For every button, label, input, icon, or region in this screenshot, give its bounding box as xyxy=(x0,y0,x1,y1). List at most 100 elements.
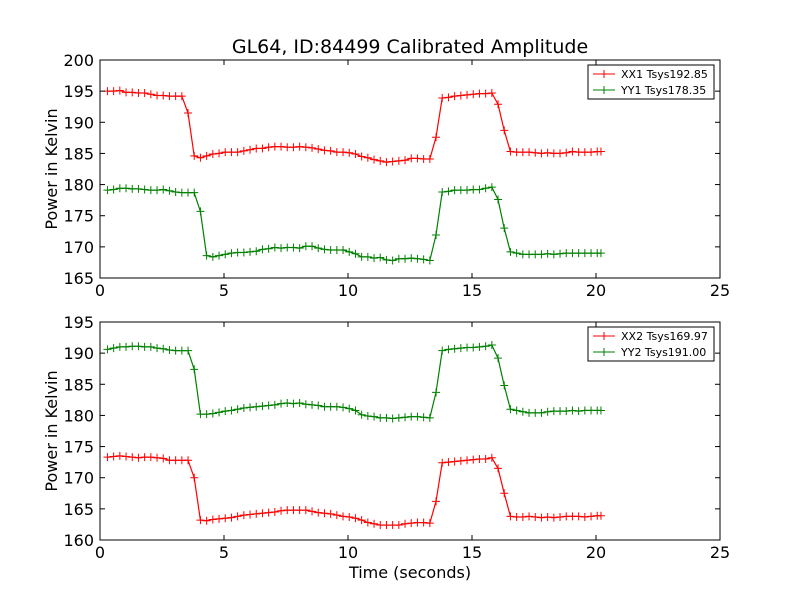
plot-top-data-point xyxy=(246,247,255,256)
plot-bottom-x-tick-label: 10 xyxy=(338,543,358,562)
plot-top-data-point xyxy=(438,93,447,102)
plot-bottom-frame xyxy=(99,321,721,541)
plot-bottom-data-point xyxy=(109,344,118,353)
plot-bottom-data-point xyxy=(308,400,317,409)
plot-top-data-point xyxy=(444,93,453,102)
plot-top-data-point xyxy=(556,249,565,258)
plot-bottom-data-point xyxy=(246,510,255,519)
plot-top-legend: XX1 Tsys192.85 YY1 Tsys178.35 xyxy=(587,64,715,100)
plot-top-legend-marker-yy1 xyxy=(600,86,608,94)
plot-bottom-data-point xyxy=(487,453,496,462)
plot-top-data-point xyxy=(432,133,441,142)
plot-bottom-series-markers xyxy=(103,341,605,530)
plot-top-data-point xyxy=(326,146,335,155)
plot-bottom-data-point xyxy=(456,344,465,353)
plot-top-data-point xyxy=(543,249,552,258)
plot-bottom-data-point xyxy=(506,405,515,414)
plot-top-x-tick-label: 10 xyxy=(338,281,358,300)
plot-bottom-data-point xyxy=(407,519,416,528)
plot-top-data-point xyxy=(190,151,199,160)
plot-top-data-point xyxy=(314,145,323,154)
plot-top-data-point xyxy=(320,245,329,254)
plot-bottom-data-point xyxy=(388,414,397,423)
plot-bottom-data-point xyxy=(518,512,527,521)
x-axis-label: Time (seconds) xyxy=(348,563,471,582)
plot-bottom-data-point xyxy=(314,401,323,410)
plot-bottom-data-point xyxy=(596,511,605,520)
plot-bottom-data-point xyxy=(587,512,596,521)
plot-bottom-y-tick-label: 165 xyxy=(63,500,94,519)
plot-top-data-point xyxy=(587,148,596,157)
plot-top-data-point xyxy=(208,252,217,261)
plot-top-data-point xyxy=(376,253,385,262)
plot-bottom-data-point xyxy=(469,343,478,352)
plot-bottom-data-point xyxy=(233,405,242,414)
plot-bottom-data-point xyxy=(153,453,162,462)
plot-top-data-point xyxy=(295,142,304,151)
plot-top-data-point xyxy=(363,153,372,162)
plot-top-data-point xyxy=(376,156,385,165)
plot-bottom-data-point xyxy=(357,516,366,525)
plot-top-legend-box xyxy=(587,64,715,100)
plot-bottom-data-point xyxy=(332,402,341,411)
plot-bottom-ticks: 0 5 10 15 20 25 160 165 170 175 180 185 190 195 xyxy=(63,313,730,562)
plot-top-data-point xyxy=(556,149,565,158)
plot-top-data-point xyxy=(450,92,459,101)
plot-top-data-point xyxy=(153,186,162,195)
plot-bottom-data-point xyxy=(252,402,261,411)
plot-top-data-point xyxy=(413,254,422,263)
plot-top-data-point xyxy=(525,148,534,157)
plot-bottom-data-point xyxy=(444,458,453,467)
plot-top-data-point xyxy=(401,254,410,263)
plot-bottom-data-point xyxy=(159,344,168,353)
plot-bottom-y-tick-label: 175 xyxy=(63,438,94,457)
plot-top-data-point xyxy=(258,245,267,254)
plot-top-data-point xyxy=(549,250,558,259)
plot-bottom-data-point xyxy=(543,407,552,416)
plot-bottom-y-tick-label: 185 xyxy=(63,375,94,394)
plot-bottom-data-point xyxy=(432,388,441,397)
plot-top-data-point xyxy=(289,243,298,252)
plot-top-data-point xyxy=(568,147,577,156)
plot-top-data-point xyxy=(171,188,180,197)
plot-top-data-point xyxy=(357,152,366,161)
plot-top-data-point xyxy=(184,108,193,117)
plot-bottom-data-point xyxy=(153,344,162,353)
plot-top-data-point xyxy=(345,148,354,157)
plot-top-data-point xyxy=(301,143,310,152)
plot-top-y-tick-label: 185 xyxy=(63,144,94,163)
plot-top-data-point xyxy=(264,143,273,152)
plot-bottom-data-point xyxy=(320,509,329,518)
plot-bottom-data-point xyxy=(252,509,261,518)
plot-bottom-data-point xyxy=(370,519,379,528)
plot-top-legend-label-yy1: YY1 Tsys178.35 xyxy=(620,84,706,97)
plot-bottom-y-tick-label: 190 xyxy=(63,344,94,363)
plot-top-data-point xyxy=(277,244,286,253)
plot-bottom-data-point xyxy=(463,456,472,465)
plot-bottom-data-point xyxy=(500,489,509,498)
plot-bottom-y-tick-label: 160 xyxy=(63,531,94,550)
plot-bottom-data-point xyxy=(196,516,205,525)
plot-top-data-point xyxy=(370,155,379,164)
plot-bottom-data-point xyxy=(363,518,372,527)
plot-top-data-point xyxy=(537,149,546,158)
plot-top-y-tick-label: 190 xyxy=(63,113,94,132)
figure-title: GL64, ID:84499 Calibrated Amplitude xyxy=(232,36,588,58)
plot-top-data-point xyxy=(388,157,397,166)
plot-top-x-tick-label: 20 xyxy=(586,281,606,300)
plot-top-data-point xyxy=(370,254,379,263)
plot-top-data-point xyxy=(351,150,360,159)
plot-top-y-tick-label: 175 xyxy=(63,207,94,226)
plot-bottom-data-point xyxy=(450,344,459,353)
plot-bottom-data-point xyxy=(506,512,515,521)
plot-top-data-point xyxy=(531,148,540,157)
plot-top-data-point xyxy=(339,245,348,254)
plot-top-data-point xyxy=(351,249,360,258)
plot-top-data-point xyxy=(140,89,149,98)
plot-top-data-point xyxy=(115,86,124,95)
plot-bottom-data-point xyxy=(494,354,503,363)
plot-bottom-data-point xyxy=(456,456,465,465)
plot-bottom-x-tick-label: 15 xyxy=(462,543,482,562)
plot-bottom-data-point xyxy=(531,512,540,521)
